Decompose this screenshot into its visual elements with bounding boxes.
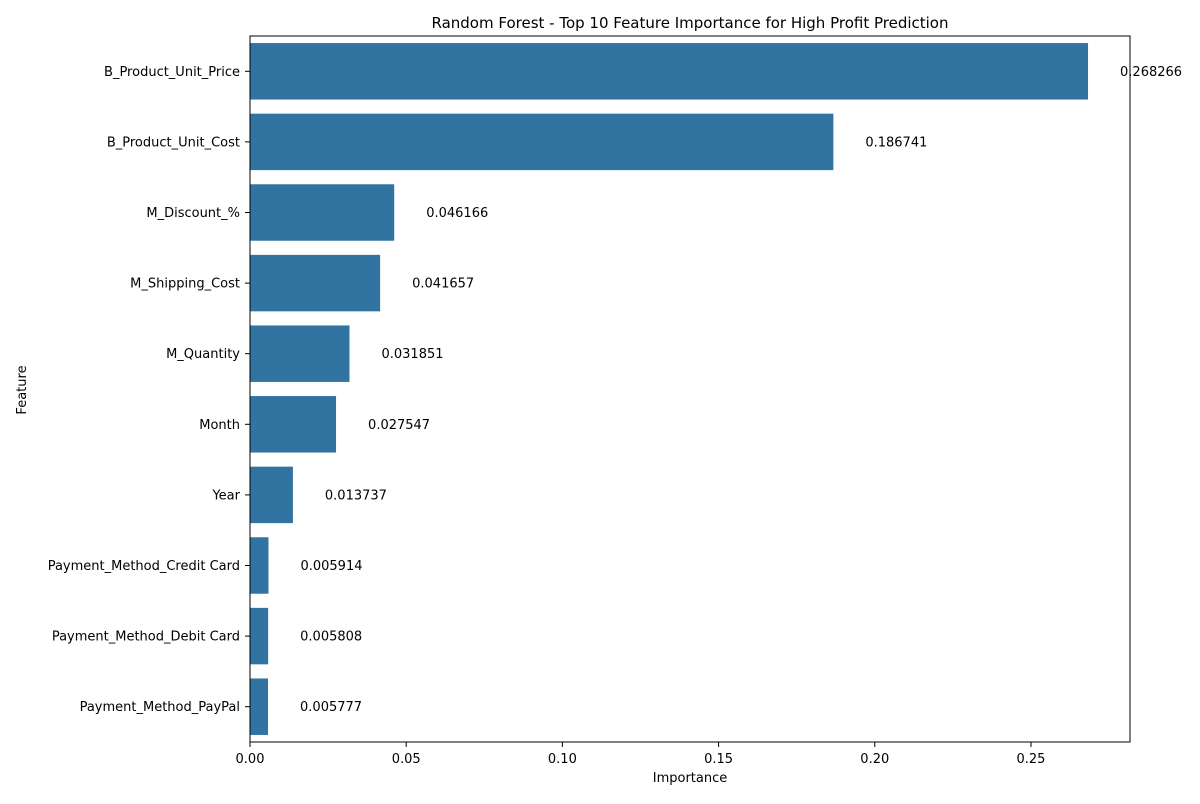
y-ticks-layer: B_Product_Unit_Price B_Product_Unit_Cost M… <box>48 65 250 715</box>
bar-value-label: 0.186741 <box>865 135 927 150</box>
bar <box>250 184 395 241</box>
bar-value-label: 0.005914 <box>300 559 362 574</box>
bar-value-label: 0.041657 <box>412 277 474 292</box>
bar <box>250 254 381 312</box>
x-tick-label: 0.10 <box>548 752 577 767</box>
y-tick-label: Payment_Method_PayPal <box>80 700 240 715</box>
bar <box>250 537 269 594</box>
y-tick-label: Year <box>211 488 240 503</box>
x-tick-label: 0.15 <box>704 752 733 767</box>
y-tick-label: M_Discount_% <box>146 206 240 221</box>
bar-value-label: 0.005808 <box>300 630 362 645</box>
y-tick-label: M_Shipping_Cost <box>130 277 240 292</box>
plot-frame <box>249 35 1131 743</box>
bar-value-label: 0.027547 <box>368 418 430 433</box>
y-tick-label: Payment_Method_Credit Card <box>48 559 240 574</box>
y-tick-label: B_Product_Unit_Cost <box>107 135 240 150</box>
bar-value-label: 0.031851 <box>381 347 443 362</box>
y-tick-label: Payment_Method_Debit Card <box>52 630 240 645</box>
chart-title: Random Forest - Top 10 Feature Importanc… <box>431 14 948 32</box>
bars-layer <box>250 43 1089 735</box>
bar-value-label: 0.268266 <box>1120 65 1182 80</box>
bar-value-label: 0.013737 <box>325 488 387 503</box>
bar <box>250 396 337 453</box>
bar <box>250 678 269 735</box>
y-tick-label: M_Quantity <box>166 347 240 362</box>
y-axis-label: Feature <box>15 365 30 414</box>
bar-value-label: 0.005777 <box>300 700 362 715</box>
bar <box>250 113 834 171</box>
x-ticks-layer: 0.00 0.05 0.10 0.15 0.20 0.25 <box>236 742 1045 767</box>
bar <box>250 466 293 524</box>
x-tick-label: 0.20 <box>860 752 889 767</box>
y-tick-label: B_Product_Unit_Price <box>104 65 240 80</box>
x-tick-label: 0.25 <box>1016 752 1045 767</box>
bar <box>250 43 1089 100</box>
y-tick-label: Month <box>199 418 240 433</box>
x-tick-label: 0.05 <box>392 752 421 767</box>
bar <box>250 325 350 382</box>
bar <box>250 607 269 665</box>
x-tick-label: 0.00 <box>236 752 265 767</box>
bar-value-label: 0.046166 <box>426 206 488 221</box>
value-labels-layer: 0.268266 0.186741 0.046166 0.041657 0.031851… <box>300 65 1182 715</box>
x-axis-label: Importance <box>653 771 728 786</box>
